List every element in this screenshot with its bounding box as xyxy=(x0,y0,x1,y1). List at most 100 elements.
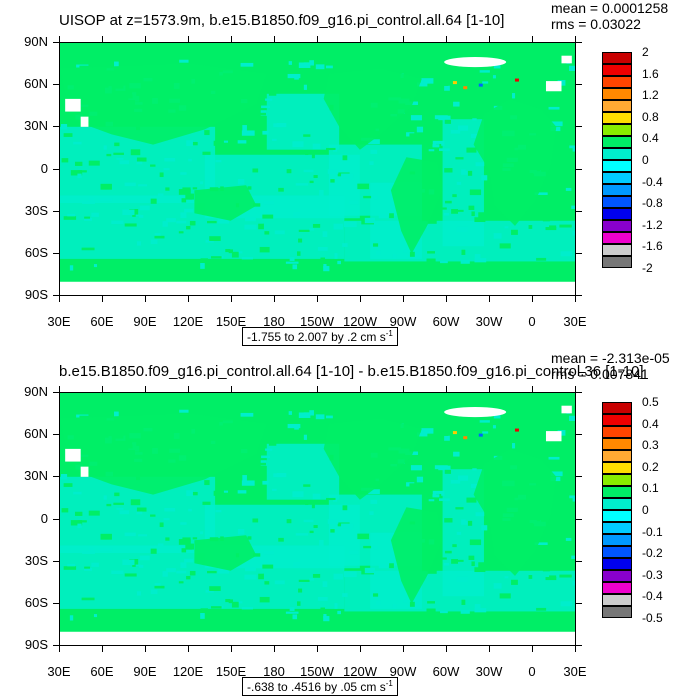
panel-title: UISOP at z=1573.9m, b.e15.B1850.f09_g16.… xyxy=(59,12,505,29)
field-speckle xyxy=(262,214,274,219)
field-speckle xyxy=(285,611,299,614)
field-speckle xyxy=(322,581,328,587)
field-speckle xyxy=(404,416,415,420)
lon-tick-mark xyxy=(145,386,146,392)
field-speckle xyxy=(84,216,91,219)
lon-tick-mark xyxy=(274,296,275,302)
field-speckle xyxy=(247,186,252,190)
field-speckle xyxy=(536,607,547,611)
colorbar-cell xyxy=(602,172,632,184)
field-speckle xyxy=(474,604,481,610)
field-speckle xyxy=(289,607,295,611)
field-speckle xyxy=(252,518,259,523)
field-speckle xyxy=(157,193,164,196)
field-speckle xyxy=(548,539,553,542)
field-speckle xyxy=(122,209,135,216)
field-speckle xyxy=(550,121,563,127)
field-speckle xyxy=(444,200,452,204)
field-speckle xyxy=(298,412,311,418)
field-speckle xyxy=(180,522,187,525)
lat-tick-label: 90S xyxy=(24,637,48,652)
field-speckle xyxy=(309,180,314,184)
field-speckle xyxy=(419,131,432,137)
colorbar-cell xyxy=(602,582,632,594)
field-speckle xyxy=(114,61,119,67)
field-speckle xyxy=(330,179,335,183)
field-speckle xyxy=(192,537,198,540)
field-speckle xyxy=(312,573,321,578)
field-speckle xyxy=(181,548,187,553)
field-speckle xyxy=(116,507,124,510)
field-speckle xyxy=(455,111,466,116)
colorbar-cell xyxy=(602,498,632,510)
lon-tick-mark xyxy=(231,646,232,652)
field-speckle xyxy=(303,484,311,487)
lat-tick-mark xyxy=(53,126,59,127)
field-speckle xyxy=(165,537,170,541)
field-speckle xyxy=(186,490,193,497)
field-speckle xyxy=(261,455,271,459)
field-speckle xyxy=(150,239,158,245)
field-speckle xyxy=(416,126,424,133)
field-speckle xyxy=(154,583,161,588)
field-speckle xyxy=(319,190,324,196)
field-speckle xyxy=(342,505,348,511)
field-speckle xyxy=(461,170,468,175)
field-speckle xyxy=(460,259,470,264)
land-region xyxy=(473,448,557,576)
field-speckle xyxy=(461,520,468,525)
lon-tick-label: 120E xyxy=(172,664,204,679)
field-speckle xyxy=(188,508,192,512)
field-speckle xyxy=(124,223,137,227)
field-speckle xyxy=(309,60,314,66)
field-speckle xyxy=(103,145,107,150)
colorbar-cell xyxy=(602,64,632,76)
field-speckle xyxy=(493,583,502,589)
field-speckle xyxy=(426,608,436,612)
field-speckle xyxy=(298,62,311,68)
field-speckle xyxy=(444,469,452,474)
colorbar-cell xyxy=(602,414,632,426)
field-speckle xyxy=(512,443,516,449)
field-speckle xyxy=(91,562,99,567)
lat-tick-mark xyxy=(53,561,59,562)
field-speckle xyxy=(569,65,575,71)
lon-tick-mark xyxy=(575,386,576,392)
field-speckle xyxy=(432,490,445,496)
field-speckle xyxy=(113,152,124,155)
lat-tick-label: 60N xyxy=(24,426,48,442)
field-speckle xyxy=(124,573,137,577)
field-speckle xyxy=(491,446,496,452)
field-speckle xyxy=(135,214,141,217)
field-speckle xyxy=(472,118,477,121)
lon-tick-mark xyxy=(188,386,189,392)
field-speckle xyxy=(145,58,155,61)
field-speckle xyxy=(136,157,147,162)
field-speckle xyxy=(468,555,475,560)
field-speckle xyxy=(466,497,477,503)
field-speckle xyxy=(323,614,327,618)
field-speckle xyxy=(298,229,310,232)
field-speckle xyxy=(475,162,485,167)
field-speckle xyxy=(225,248,231,253)
field-speckle xyxy=(475,512,485,517)
field-speckle xyxy=(315,64,325,70)
field-speckle xyxy=(292,614,298,620)
field-speckle xyxy=(188,158,192,162)
field-speckle xyxy=(130,499,141,506)
lon-tick-mark xyxy=(446,36,447,42)
field-speckle xyxy=(136,591,142,596)
lon-tick-mark xyxy=(532,646,533,652)
field-speckle xyxy=(315,419,322,424)
colorbar-label: 0.5 xyxy=(642,395,659,409)
field-speckle xyxy=(471,211,475,217)
lon-tick-mark xyxy=(317,386,318,392)
field-speckle xyxy=(440,260,448,264)
colorbar-cell xyxy=(602,450,632,462)
missing-region xyxy=(545,431,562,442)
field-speckle xyxy=(274,580,285,585)
field-speckle xyxy=(346,413,353,417)
field-speckle xyxy=(309,578,315,581)
field-speckle xyxy=(451,209,458,214)
field-speckle xyxy=(181,198,187,203)
